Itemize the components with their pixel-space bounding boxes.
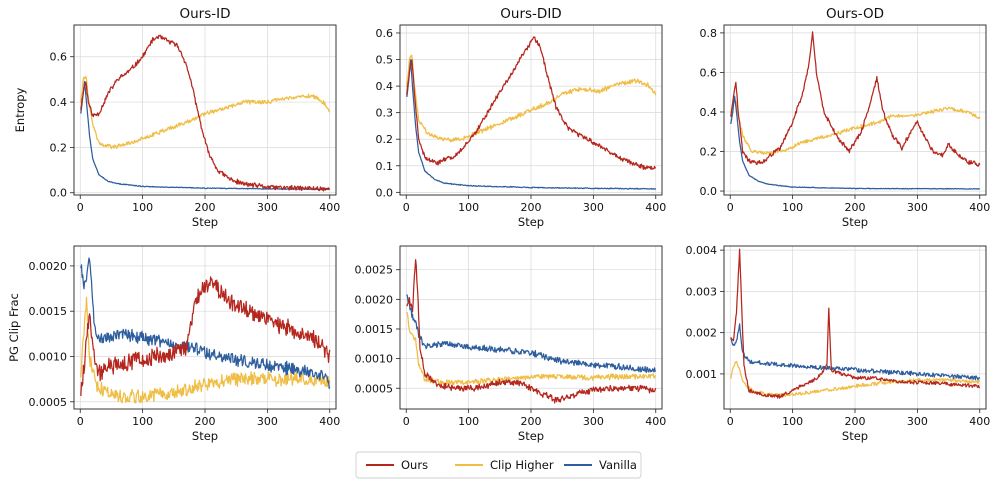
y-tick-label: 0.0020 [355,293,394,306]
y-tick-label: 0.6 [700,66,718,79]
panel-title: Ours-ID [179,6,230,22]
y-tick-label: 0.0010 [355,353,394,366]
y-tick-label: 0.0005 [29,396,68,409]
y-axis-label: Entropy [13,87,27,132]
y-tick-label: 0.0010 [29,350,68,363]
panel-6: 0 100 200 300 400 0.001 0.002 0.003 0.004 Step [686,244,991,443]
y-tick-label: 0.0 [700,185,718,198]
x-tick-label: 300 [257,415,278,428]
y-tick-label: 0.0020 [29,260,68,273]
y-tick-label: 0.6 [50,51,68,64]
y-tick-label: 0.002 [686,327,718,340]
x-tick-label: 300 [907,201,928,214]
y-tick-label: 0.0 [50,187,68,200]
x-tick-label: 100 [782,201,803,214]
y-tick-label: 0.0015 [29,305,68,318]
y-tick-label: 0.4 [50,96,68,109]
x-tick-label: 0 [77,201,84,214]
x-tick-label: 400 [969,415,990,428]
series-line-ours [406,36,657,170]
panel-2: 0 100 200 300 400 0.0 0.1 0.2 0.3 0.4 0.5 0.6 Ours-D… [376,6,667,229]
panel-title: Ours-DID [500,6,561,22]
y-tick-label: 0.2 [700,146,718,159]
legend-label-vanilla: Vanilla [599,458,637,472]
series-line-vanilla [80,257,331,389]
series-line-ours [80,34,331,192]
x-tick-label: 0 [727,201,734,214]
series-line-vanilla [406,294,656,373]
y-tick-label: 0.0015 [355,323,394,336]
x-tick-label: 300 [257,201,278,214]
y-tick-label: 0.001 [686,368,718,381]
x-tick-label: 100 [458,415,479,428]
y-tick-label: 0.3 [376,107,394,120]
x-tick-label: 400 [645,201,666,214]
y-tick-label: 0.8 [700,27,718,40]
panel-1: 0 100 200 300 400 0.0 0.2 0.4 0.6 Ours-ID Step Entr… [13,6,340,229]
series-line-clip-higher [80,296,331,404]
series-line-clip-higher [406,54,657,143]
series-line-ours [730,248,980,399]
legend-label-clip-higher: Clip Higher [490,458,554,472]
series-line-ours [730,31,981,167]
panel-title: Ours-OD [826,6,884,22]
legend-box [355,451,642,479]
y-tick-label: 0.004 [686,244,718,257]
x-tick-label: 400 [645,415,666,428]
x-tick-label: 400 [319,415,340,428]
series-line-vanilla [730,95,981,190]
y-tick-label: 0.003 [686,285,718,298]
x-tick-label: 200 [845,201,866,214]
panel-5: 0 100 200 300 400 0.0005 0.0010 0.0015 0.0020 0.0… [355,245,666,443]
x-axis-label: Step [192,215,218,229]
series-line-clip-higher [406,311,657,386]
x-tick-label: 300 [583,415,604,428]
y-tick-label: 0.0005 [355,382,394,395]
y-tick-label: 0.5 [376,54,394,67]
series-line-clip-higher [730,100,981,156]
legend: Ours Clip Higher Vanilla [355,451,642,479]
x-tick-label: 400 [319,201,340,214]
y-tick-label: 0.2 [376,133,394,146]
y-tick-label: 0.4 [700,106,718,119]
y-tick-label: 0.0025 [355,264,394,277]
legend-label-ours: Ours [401,458,428,472]
x-tick-label: 200 [195,201,216,214]
series-line-vanilla [730,323,981,381]
series-line-ours [80,276,331,396]
x-tick-label: 200 [521,415,542,428]
x-tick-label: 300 [907,415,928,428]
series-line-clip-higher [730,360,981,397]
x-tick-label: 0 [727,415,734,428]
y-tick-label: 0.0 [376,186,394,199]
x-tick-label: 200 [521,201,542,214]
panel-3: 0 100 200 300 400 0.0 0.2 0.4 0.6 0.8 Ours-OD Step [700,6,991,229]
x-axis-label: Step [518,215,544,229]
x-tick-label: 200 [845,415,866,428]
panel-4: 0 100 200 300 400 0.0005 0.0010 0.0015 0.0020 Ste… [7,245,340,443]
x-tick-label: 400 [969,201,990,214]
y-tick-label: 0.6 [376,27,394,40]
x-tick-label: 100 [782,415,803,428]
series-line-clip-higher [80,75,331,150]
x-axis-label: Step [192,429,218,443]
x-tick-label: 0 [403,415,410,428]
y-axis-label: PG Clip Frac [7,293,21,362]
series-line-vanilla [406,59,657,190]
x-tick-label: 200 [195,415,216,428]
y-tick-label: 0.4 [376,80,394,93]
series-line-ours [406,259,657,404]
x-tick-label: 300 [583,201,604,214]
y-tick-label: 0.1 [376,160,394,173]
x-tick-label: 0 [77,415,84,428]
x-tick-label: 100 [458,201,479,214]
x-tick-label: 100 [132,201,153,214]
y-tick-label: 0.2 [50,141,68,154]
x-axis-label: Step [518,429,544,443]
x-tick-label: 100 [132,415,153,428]
x-axis-label: Step [842,429,868,443]
x-tick-label: 0 [403,201,410,214]
x-axis-label: Step [842,215,868,229]
